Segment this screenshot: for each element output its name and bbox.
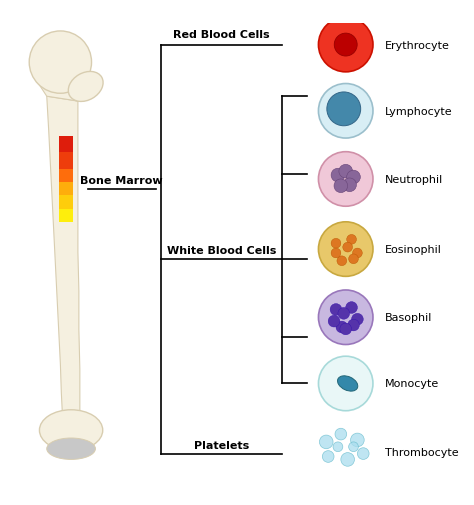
Polygon shape — [59, 209, 73, 222]
Circle shape — [319, 290, 373, 345]
Text: Neutrophil: Neutrophil — [385, 175, 443, 185]
Circle shape — [353, 248, 362, 259]
Circle shape — [319, 18, 373, 73]
Circle shape — [337, 257, 346, 266]
Circle shape — [330, 304, 342, 316]
Text: Lymphocyte: Lymphocyte — [385, 107, 452, 117]
Text: White Blood Cells: White Blood Cells — [167, 245, 276, 256]
Text: Bone Marrow: Bone Marrow — [81, 175, 163, 185]
Circle shape — [343, 179, 356, 192]
Circle shape — [29, 32, 91, 94]
Polygon shape — [59, 153, 73, 170]
Circle shape — [349, 442, 358, 452]
Circle shape — [333, 442, 343, 452]
Circle shape — [346, 171, 360, 184]
Circle shape — [336, 322, 347, 333]
Ellipse shape — [39, 410, 103, 451]
Circle shape — [328, 316, 340, 327]
Polygon shape — [59, 196, 73, 209]
Circle shape — [346, 235, 356, 245]
Circle shape — [341, 452, 355, 466]
Polygon shape — [59, 183, 73, 196]
Circle shape — [319, 84, 373, 139]
Circle shape — [319, 153, 373, 207]
Circle shape — [346, 302, 357, 314]
Circle shape — [343, 243, 353, 252]
Circle shape — [319, 222, 373, 277]
Polygon shape — [59, 136, 73, 153]
Circle shape — [322, 451, 334, 463]
Circle shape — [340, 323, 352, 335]
Text: Basophil: Basophil — [385, 313, 432, 323]
Polygon shape — [34, 63, 88, 102]
Polygon shape — [59, 170, 73, 183]
Circle shape — [334, 180, 347, 193]
Text: Thrombocyte: Thrombocyte — [385, 447, 458, 457]
Text: Erythrocyte: Erythrocyte — [385, 40, 449, 50]
Text: Red Blood Cells: Red Blood Cells — [173, 30, 270, 40]
Text: Platelets: Platelets — [194, 440, 249, 450]
Ellipse shape — [337, 376, 358, 391]
Circle shape — [319, 435, 333, 449]
Circle shape — [335, 428, 346, 440]
Circle shape — [352, 314, 363, 325]
Circle shape — [351, 433, 364, 447]
Text: Eosinophil: Eosinophil — [385, 244, 442, 255]
Circle shape — [331, 239, 341, 248]
Text: Monocyte: Monocyte — [385, 379, 439, 389]
Circle shape — [331, 248, 341, 259]
Circle shape — [338, 308, 350, 320]
Circle shape — [357, 448, 369, 460]
Circle shape — [319, 357, 373, 411]
Circle shape — [347, 320, 359, 331]
Polygon shape — [47, 97, 80, 415]
Ellipse shape — [68, 72, 103, 102]
Circle shape — [334, 34, 357, 57]
Ellipse shape — [47, 438, 95, 460]
Circle shape — [349, 255, 358, 264]
Circle shape — [331, 169, 345, 182]
Circle shape — [339, 165, 353, 179]
Circle shape — [327, 93, 361, 126]
